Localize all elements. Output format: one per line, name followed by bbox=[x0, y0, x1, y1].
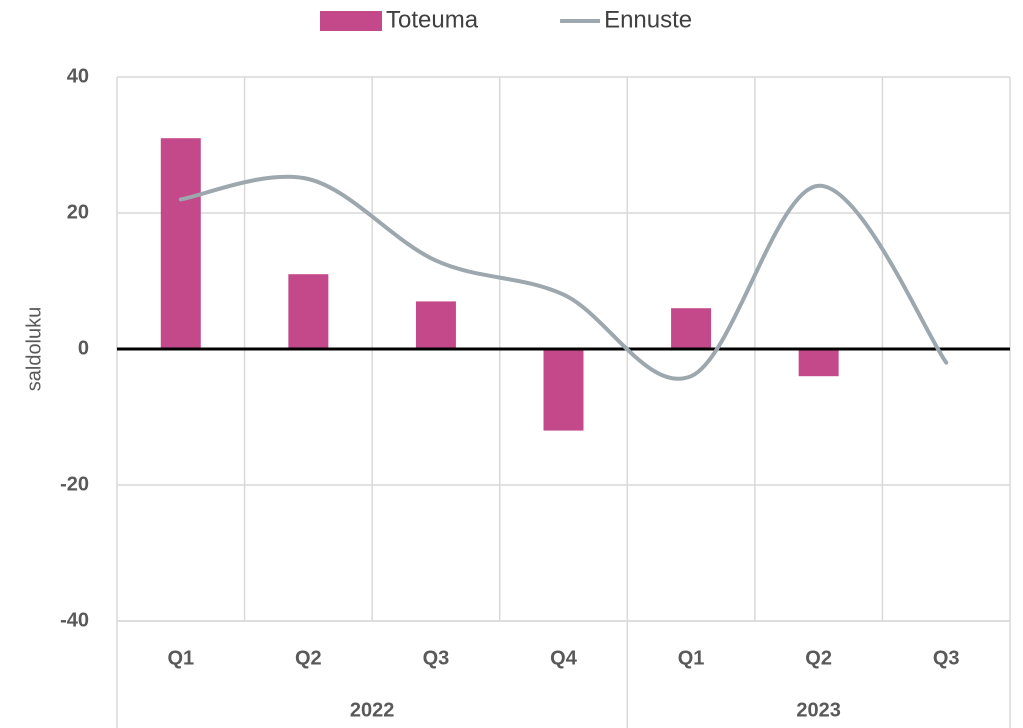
y-tick-label: 20 bbox=[67, 201, 89, 223]
bar bbox=[671, 308, 712, 349]
bar bbox=[288, 274, 329, 349]
x-tick-label: Q1 bbox=[167, 647, 194, 669]
y-tick-label: 0 bbox=[78, 337, 89, 359]
y-tick-label: -20 bbox=[60, 473, 89, 495]
legend-label: Ennuste bbox=[604, 6, 692, 33]
x-tick-label: Q2 bbox=[805, 647, 832, 669]
legend-label: Toteuma bbox=[386, 6, 479, 33]
x-group-label: 2022 bbox=[350, 699, 395, 721]
x-tick-label: Q3 bbox=[423, 647, 450, 669]
x-group-label: 2023 bbox=[796, 699, 841, 721]
x-tick-label: Q1 bbox=[678, 647, 705, 669]
x-tick-label: Q3 bbox=[933, 647, 960, 669]
y-tick-label: -40 bbox=[60, 609, 89, 631]
line-series bbox=[178, 174, 949, 381]
bar bbox=[160, 138, 201, 349]
bar bbox=[798, 349, 839, 377]
x-tick-label: Q2 bbox=[295, 647, 322, 669]
bar bbox=[415, 301, 456, 349]
y-axis-title: saldoluku bbox=[23, 307, 45, 392]
y-tick-label: 40 bbox=[67, 65, 89, 87]
legend-swatch bbox=[320, 11, 382, 31]
bar bbox=[543, 349, 584, 431]
x-tick-label: Q4 bbox=[550, 647, 578, 669]
